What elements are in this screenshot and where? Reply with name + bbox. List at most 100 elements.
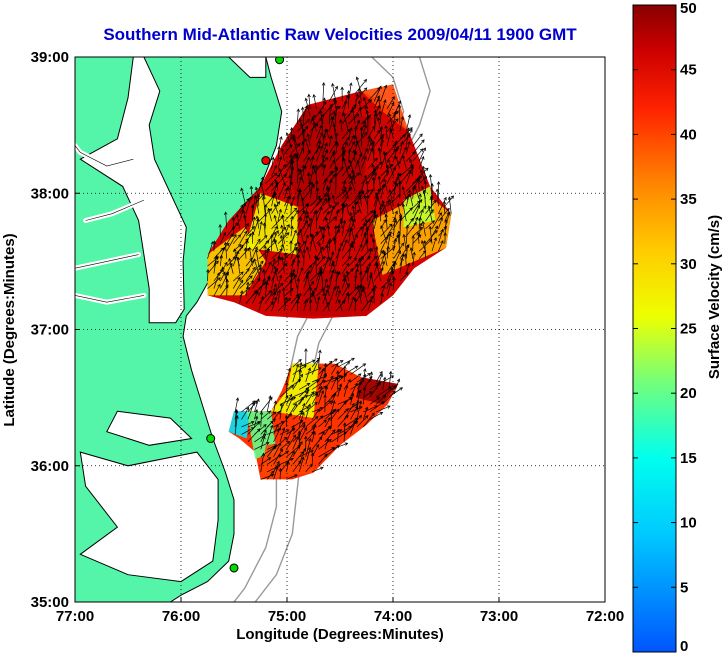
velocity-arrow — [305, 391, 318, 398]
velocity-arrow — [318, 390, 324, 405]
velocity-arrow — [412, 148, 424, 162]
velocity-arrow — [405, 194, 410, 207]
velocity-arrow — [277, 263, 288, 274]
arrow-head — [346, 283, 350, 287]
velocity-arrow — [247, 402, 255, 420]
velocity-arrow — [325, 217, 330, 229]
arrow-head — [358, 257, 362, 262]
arrow-head — [268, 208, 273, 212]
arrow-head — [367, 218, 371, 223]
arrow-head — [268, 261, 272, 266]
arrow-head — [326, 185, 330, 190]
velocity-arrow — [365, 219, 369, 237]
arrow-head — [252, 400, 256, 404]
velocity-arrow — [279, 450, 289, 458]
velocity-arrow — [370, 233, 375, 244]
arrow-head — [314, 416, 319, 420]
velocity-arrow — [322, 143, 328, 154]
velocity-arrow — [303, 157, 310, 169]
velocity-zone — [228, 411, 250, 439]
arrow-head — [348, 396, 352, 400]
arrow-head — [250, 420, 255, 425]
velocity-arrow — [361, 156, 367, 169]
velocity-arrow — [239, 223, 249, 237]
velocity-arrow — [337, 397, 353, 405]
velocity-arrow — [303, 184, 315, 199]
chesapeake-bay — [79, 57, 187, 324]
arrow-head — [337, 289, 342, 294]
velocity-arrow — [316, 235, 325, 244]
velocity-arrow — [341, 220, 346, 237]
arrow-head — [338, 429, 343, 433]
velocity-arrow — [335, 242, 343, 259]
velocity-arrow — [297, 241, 306, 252]
velocity-arrow — [305, 416, 319, 428]
grid-lines — [75, 57, 605, 602]
arrow-head — [450, 195, 454, 199]
velocity-arrow — [316, 272, 322, 289]
arrow-head — [325, 128, 329, 133]
velocity-arrow — [286, 397, 293, 413]
arrow-head — [312, 430, 316, 435]
velocity-arrow — [335, 271, 341, 282]
arrow-head — [305, 214, 309, 219]
velocity-arrow — [367, 263, 371, 274]
velocity-arrow — [309, 182, 313, 199]
radar-station-marker — [275, 57, 285, 65]
velocity-arrow — [273, 411, 280, 420]
velocity-arrow — [370, 272, 375, 289]
arrow-head — [283, 252, 288, 256]
arrow-head — [252, 216, 256, 221]
x-axis-label: Longitude (Degrees:Minutes) — [236, 626, 444, 643]
velocity-arrow — [303, 234, 309, 252]
velocity-vectors — [234, 348, 404, 480]
velocity-arrow — [296, 254, 300, 267]
velocity-arrow — [305, 391, 315, 405]
velocity-arrow — [322, 82, 325, 102]
velocity-arrow — [292, 389, 310, 398]
velocity-arrow — [361, 121, 366, 132]
velocity-arrow — [369, 397, 380, 405]
arrow-head — [370, 188, 374, 193]
arrow-head — [278, 274, 283, 279]
velocity-arrow — [322, 164, 326, 177]
velocity-arrow — [329, 159, 335, 169]
velocity-arrow — [309, 198, 322, 214]
velocity-arrow — [393, 234, 400, 244]
velocity-arrow — [303, 223, 310, 237]
velocity-arrow — [245, 290, 257, 304]
arrow-head — [289, 240, 293, 244]
arrow-head — [386, 245, 390, 250]
arrow-head — [386, 405, 391, 409]
arrow-head — [369, 271, 374, 276]
velocity-arrow — [361, 171, 375, 184]
arrow-head — [377, 147, 382, 151]
arrow-head — [315, 230, 319, 235]
arrow-head — [355, 113, 360, 118]
velocity-arrow — [271, 230, 279, 244]
arrow-head — [222, 231, 227, 236]
arrow-head — [330, 375, 334, 380]
velocity-arrow — [286, 451, 295, 465]
arrow-head — [286, 441, 291, 445]
velocity-arrow — [262, 196, 266, 214]
arrow-head — [351, 296, 355, 301]
velocity-arrow — [386, 165, 389, 177]
arrow-head — [364, 105, 368, 110]
velocity-zone — [355, 377, 399, 405]
arrow-head — [330, 251, 335, 255]
arrow-head — [334, 140, 338, 145]
velocity-arrow — [328, 286, 336, 304]
velocity-arrow — [367, 87, 381, 102]
velocity-arrow — [225, 242, 228, 259]
velocity-arrow — [405, 114, 411, 132]
velocity-arrow — [279, 403, 283, 420]
velocity-arrow — [234, 409, 238, 420]
arrow-head — [311, 359, 316, 363]
velocity-arrow — [405, 225, 408, 244]
velocity-arrow — [348, 243, 352, 259]
velocity-arrow — [237, 257, 240, 274]
velocity-arrow — [312, 291, 317, 304]
velocity-arrow — [219, 255, 222, 267]
arrow-head — [340, 166, 344, 171]
